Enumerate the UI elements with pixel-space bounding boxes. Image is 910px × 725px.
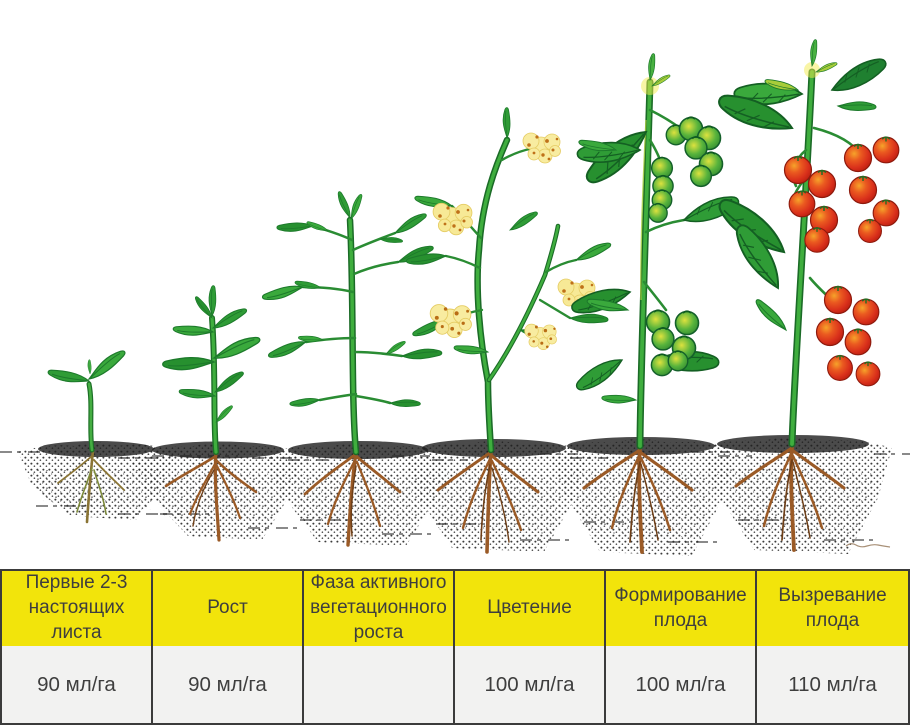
stage-1-name: Первые 2-3 настоящих листа <box>2 571 151 646</box>
stage-3-rate <box>304 646 453 723</box>
stage-4-name: Цветение <box>455 571 604 646</box>
plant-4-flowering <box>405 106 614 454</box>
stage-1-rate: 90 мл/га <box>2 646 151 723</box>
soil-5 <box>540 437 752 556</box>
roots-2 <box>164 450 258 542</box>
roots <box>57 444 846 554</box>
roots-4 <box>436 448 540 554</box>
plant-5-green-fruit <box>570 52 742 450</box>
roots-3 <box>303 450 402 547</box>
stage-5-rate: 100 мл/га <box>606 646 755 723</box>
column-stage-2: Рост 90 мл/га <box>153 571 304 723</box>
red-fruit-truss-lower <box>815 285 881 387</box>
stage-2-name: Рост <box>153 571 302 646</box>
plant-1-seedling <box>46 348 130 453</box>
stage-rate-table: Первые 2-3 настоящих листа 90 мл/га Рост… <box>0 569 910 725</box>
column-stage-1: Первые 2-3 настоящих листа 90 мл/га <box>2 571 153 723</box>
plant-6-ripening <box>714 38 900 448</box>
stage-6-rate: 110 мл/га <box>757 646 908 723</box>
stage-6-name: Вызревание плода <box>757 571 908 646</box>
artist-signature <box>845 543 891 548</box>
stage-4-rate: 100 мл/га <box>455 646 604 723</box>
column-stage-6: Вызревание плода 110 мл/га <box>757 571 908 723</box>
column-stage-3: Фаза активного вегетационного роста <box>304 571 455 723</box>
roots-1 <box>57 448 125 524</box>
soil-4 <box>392 439 608 552</box>
plant-2-young <box>161 284 263 455</box>
column-stage-4: Цветение 100 мл/га <box>455 571 606 723</box>
soil-band <box>0 435 910 556</box>
roots-6 <box>734 444 846 552</box>
roots-5 <box>582 446 694 554</box>
growth-stages-illustration <box>0 38 910 556</box>
stage-2-rate: 90 мл/га <box>153 646 302 723</box>
plant-3-vegetative <box>261 190 443 456</box>
stage-5-name: Формирование плода <box>606 571 755 646</box>
column-stage-5: Формирование плода 100 мл/га <box>606 571 757 723</box>
stage-3-name: Фаза активного вегетационного роста <box>304 571 453 646</box>
